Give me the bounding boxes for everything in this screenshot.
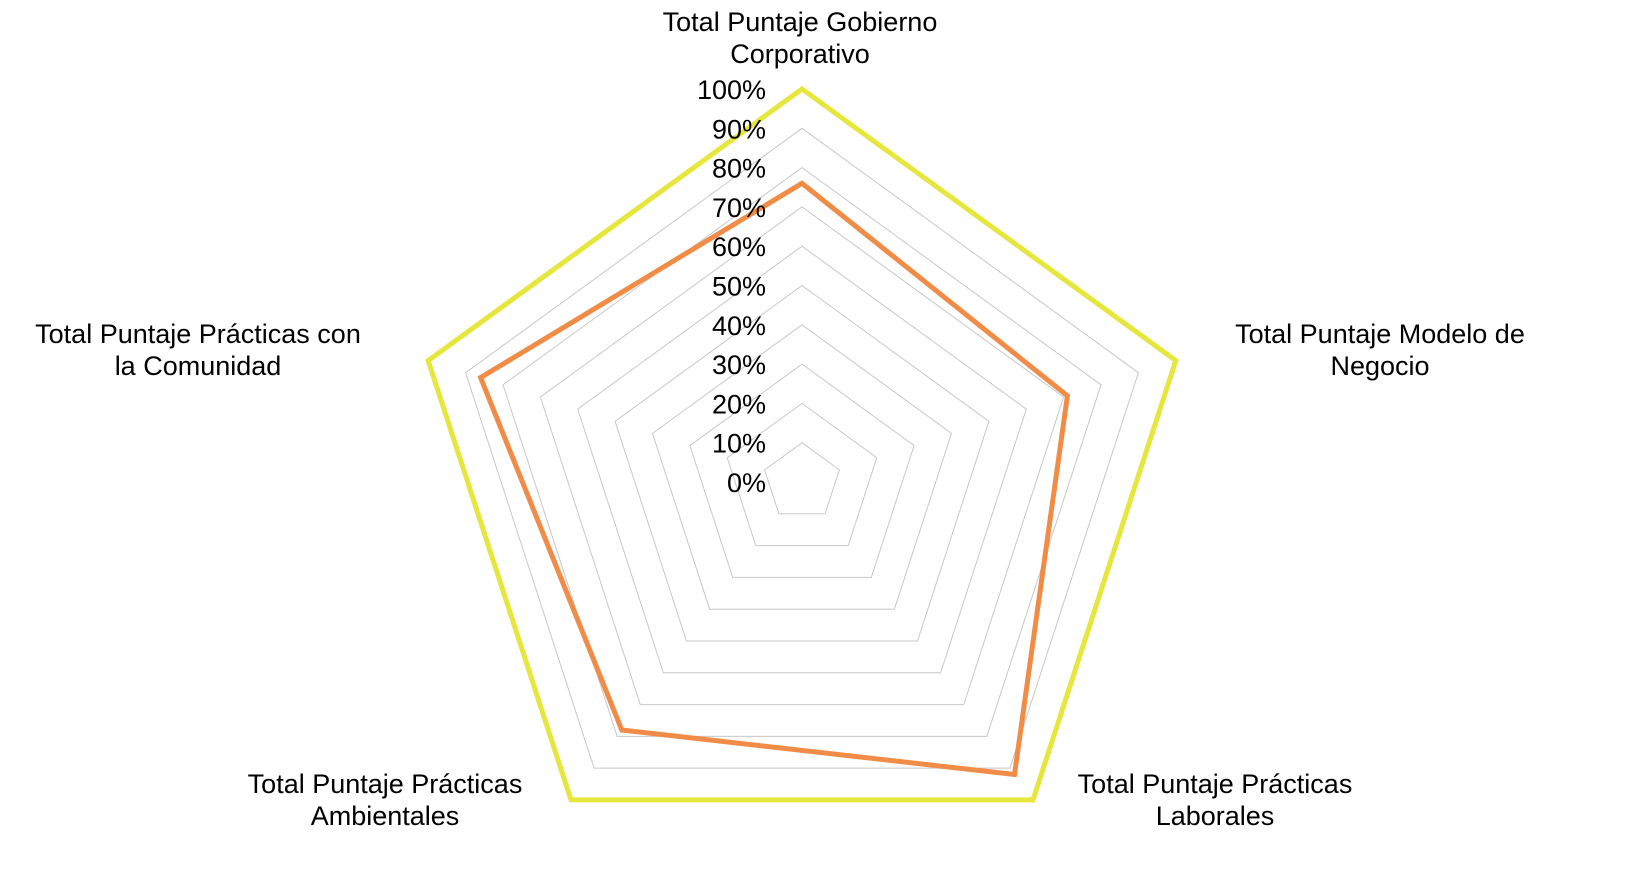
tick-label: 40% xyxy=(712,311,766,341)
grid-ring xyxy=(764,442,840,515)
series-line-2 xyxy=(477,180,1071,778)
grid-ring xyxy=(465,127,1139,769)
grid-ring xyxy=(502,166,1102,737)
tick-label: 50% xyxy=(712,272,766,302)
tick-label: 90% xyxy=(712,114,766,144)
radar-series xyxy=(425,85,1179,803)
tick-label: 60% xyxy=(712,232,766,262)
tick-label: 80% xyxy=(712,154,766,184)
tick-label: 70% xyxy=(712,193,766,223)
grid-ring xyxy=(539,206,1065,706)
tick-label: 0% xyxy=(727,468,766,498)
category-label: Total Puntaje Prácticas Laborales xyxy=(1078,769,1353,831)
radar-grid xyxy=(427,88,1177,801)
category-label: Total Puntaje Prácticas Ambientales xyxy=(248,769,523,831)
grid-ring xyxy=(427,88,1177,801)
grid-ring xyxy=(726,402,878,547)
tick-label: 20% xyxy=(712,389,766,419)
category-label: Total Puntaje Gobierno Corporativo xyxy=(663,7,938,69)
grid-ring xyxy=(614,284,990,642)
grid-ring xyxy=(651,324,953,610)
tick-label: 10% xyxy=(712,429,766,459)
radial-tick-labels: 0% 10% 20% 30% 40% 50% 60% 70% 80% 90% 100% xyxy=(697,75,766,498)
category-labels: Total Puntaje Gobierno Corporativo Total P… xyxy=(35,7,1525,831)
category-label: Total Puntaje Modelo de Negocio xyxy=(1235,319,1525,381)
tick-label: 30% xyxy=(712,350,766,380)
category-label: Total Puntaje Prácticas con la Comunidad xyxy=(35,319,361,381)
grid-ring xyxy=(689,363,915,578)
series-line-1 xyxy=(425,85,1179,803)
grid-ring xyxy=(577,245,1027,674)
tick-label: 100% xyxy=(697,75,766,105)
